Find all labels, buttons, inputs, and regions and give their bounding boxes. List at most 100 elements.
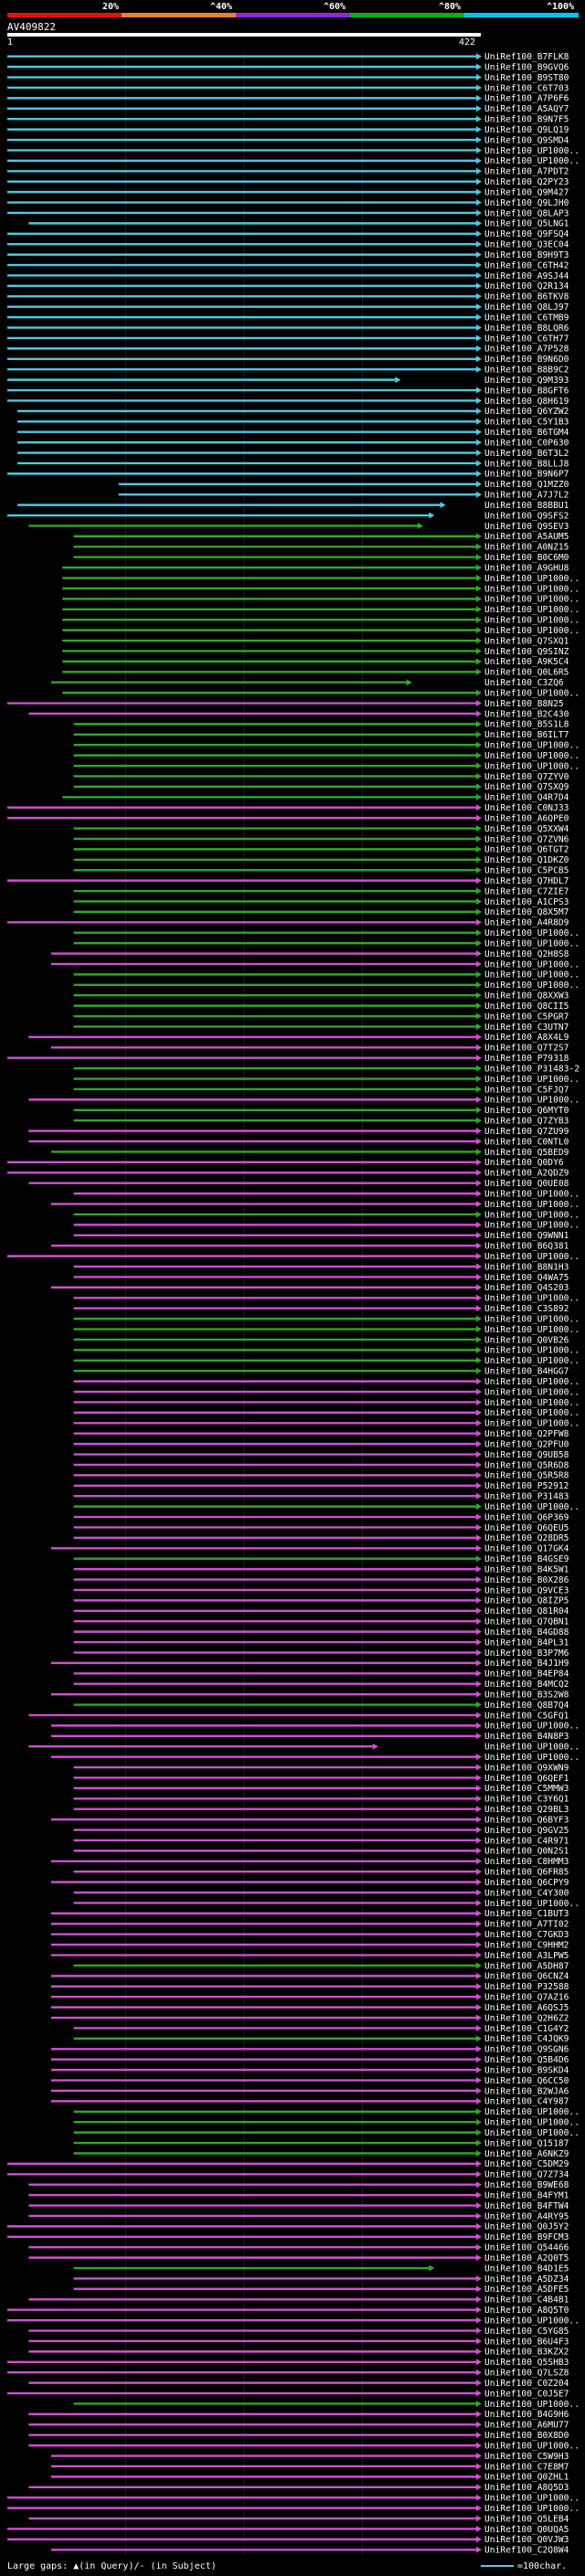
row-label[interactable]: UniRef100_Q9SMD4: [484, 135, 569, 145]
row-label[interactable]: UniRef100_Q9SGN6: [484, 2045, 569, 2055]
row-label[interactable]: UniRef100_C3ZQ6: [484, 678, 564, 688]
row-label[interactable]: UniRef100_UP1000..: [484, 1356, 580, 1366]
row-label[interactable]: UniRef100_UP1000..: [484, 1419, 580, 1429]
row-label[interactable]: UniRef100_Q9LQ19: [484, 125, 569, 135]
row-label[interactable]: UniRef100_Q9XWN9: [484, 1763, 569, 1773]
row-label[interactable]: UniRef100_B6Q381: [484, 1242, 569, 1252]
row-label[interactable]: UniRef100_Q7SXQ9: [484, 782, 569, 792]
row-label[interactable]: UniRef100_Q6CC50: [484, 2076, 569, 2086]
row-label[interactable]: UniRef100_C6T703: [484, 83, 569, 93]
row-label[interactable]: UniRef100_A4RY95: [484, 2211, 569, 2221]
row-label[interactable]: UniRef100_A7PDT2: [484, 167, 569, 177]
row-label[interactable]: UniRef100_Q8IZP5: [484, 1596, 569, 1606]
row-label[interactable]: UniRef100_P31483-2: [484, 1064, 580, 1074]
row-label[interactable]: UniRef100_A7P528: [484, 345, 569, 355]
row-label[interactable]: UniRef100_Q9M427: [484, 187, 569, 197]
row-label[interactable]: UniRef100_Q6TGT2: [484, 845, 569, 855]
row-label[interactable]: UniRef100_UP1000..: [484, 1346, 580, 1356]
row-label[interactable]: UniRef100_UP1000..: [484, 688, 580, 698]
row-label[interactable]: UniRef100_B4GSE9: [484, 1554, 569, 1564]
row-label[interactable]: UniRef100_C0Z204: [484, 2379, 569, 2389]
row-label[interactable]: UniRef100_B4N8P3: [484, 1732, 569, 1742]
row-label[interactable]: UniRef100_B6T3L2: [484, 449, 569, 459]
row-label[interactable]: UniRef100_P79318: [484, 1054, 569, 1064]
row-label[interactable]: UniRef100_B4GD88: [484, 1627, 569, 1638]
row-label[interactable]: UniRef100_UP1000..: [484, 595, 580, 605]
row-label[interactable]: UniRef100_Q9SEV3: [484, 522, 569, 532]
row-label[interactable]: UniRef100_Q5LNG1: [484, 219, 569, 229]
row-label[interactable]: UniRef100_Q4S203: [484, 1283, 569, 1293]
row-label[interactable]: UniRef100_UP1000..: [484, 1408, 580, 1418]
row-label[interactable]: UniRef100_A8Q5D3: [484, 2483, 569, 2493]
row-label[interactable]: UniRef100_C9HHM2: [484, 1940, 569, 1950]
row-label[interactable]: UniRef100_Q7ZU99: [484, 1127, 569, 1137]
row-label[interactable]: UniRef100_A0NZ15: [484, 543, 569, 553]
row-label[interactable]: UniRef100_UP1000..: [484, 970, 580, 981]
row-label[interactable]: UniRef100_B6TGM4: [484, 428, 569, 438]
row-label[interactable]: UniRef100_UP1000..: [484, 1377, 580, 1387]
row-label[interactable]: UniRef100_Q6CNZ4: [484, 1972, 569, 1982]
row-label[interactable]: UniRef100_UP1000..: [484, 1722, 580, 1732]
row-label[interactable]: UniRef100_B8BBU1: [484, 501, 569, 511]
row-label[interactable]: UniRef100_UP1000..: [484, 1743, 580, 1753]
row-label[interactable]: UniRef100_B9SKD4: [484, 2065, 569, 2075]
row-label[interactable]: UniRef100_UP1000..: [484, 2118, 580, 2128]
row-label[interactable]: UniRef100_Q9WNN1: [484, 1231, 569, 1241]
row-label[interactable]: UniRef100_Q7ZVN6: [484, 834, 569, 844]
row-label[interactable]: UniRef100_Q5R5R8: [484, 1471, 569, 1481]
row-label[interactable]: UniRef100_UP1000..: [484, 2128, 580, 2138]
row-label[interactable]: UniRef100_UP1000..: [484, 2441, 580, 2451]
row-label[interactable]: UniRef100_Q8LJ97: [484, 302, 569, 313]
row-label[interactable]: UniRef100_B4MCQ2: [484, 1680, 569, 1690]
row-label[interactable]: UniRef100_Q7ZYB3: [484, 1117, 569, 1127]
row-label[interactable]: UniRef100_C5FJQ7: [484, 1085, 569, 1095]
row-label[interactable]: UniRef100_UP1000..: [484, 626, 580, 636]
row-label[interactable]: UniRef100_Q9FSQ4: [484, 229, 569, 239]
row-label[interactable]: UniRef100_P52912: [484, 1481, 569, 1491]
row-label[interactable]: UniRef100_Q8XXW3: [484, 991, 569, 1002]
row-label[interactable]: UniRef100_B4K5W1: [484, 1564, 569, 1574]
row-label[interactable]: UniRef100_A2QDZ9: [484, 1169, 569, 1179]
row-label[interactable]: UniRef100_UP1000..: [484, 574, 580, 584]
row-label[interactable]: UniRef100_UP1000..: [484, 1294, 580, 1304]
row-label[interactable]: UniRef100_C6TMB9: [484, 313, 569, 323]
row-label[interactable]: UniRef100_Q9LJH0: [484, 198, 569, 208]
row-label[interactable]: UniRef100_A5AQY7: [484, 104, 569, 114]
row-label[interactable]: UniRef100_A6MU77: [484, 2421, 569, 2431]
row-label[interactable]: UniRef100_UP1000..: [484, 938, 580, 949]
row-label[interactable]: UniRef100_Q6MYT0: [484, 1106, 569, 1116]
row-label[interactable]: UniRef100_A5DH87: [484, 1961, 569, 1971]
row-label[interactable]: UniRef100_Q2H8S8: [484, 949, 569, 959]
row-label[interactable]: UniRef100_Q9UB58: [484, 1450, 569, 1460]
row-label[interactable]: UniRef100_Q2PY23: [484, 177, 569, 187]
row-label[interactable]: UniRef100_Q5B4D6: [484, 2055, 569, 2065]
row-label[interactable]: UniRef100_B9GVQ6: [484, 62, 569, 72]
row-label[interactable]: UniRef100_B4J1H9: [484, 1659, 569, 1669]
row-label[interactable]: UniRef100_Q8LAP3: [484, 208, 569, 218]
row-label[interactable]: UniRef100_P31483: [484, 1492, 569, 1502]
row-label[interactable]: UniRef100_A6QSJ5: [484, 2003, 569, 2013]
row-label[interactable]: UniRef100_UP1000..: [484, 1753, 580, 1763]
row-label[interactable]: UniRef100_UP1000..: [484, 751, 580, 761]
row-label[interactable]: UniRef100_A6NKZ9: [484, 2149, 569, 2159]
row-label[interactable]: UniRef100_A7P6F6: [484, 94, 569, 104]
row-label[interactable]: UniRef100_C4B4B1: [484, 2295, 569, 2306]
row-label[interactable]: UniRef100_Q0L6R5: [484, 668, 569, 678]
row-label[interactable]: UniRef100_C4Y300: [484, 1888, 569, 1898]
row-label[interactable]: UniRef100_B4FYM1: [484, 2190, 569, 2200]
row-label[interactable]: UniRef100_A2Q0T5: [484, 2253, 569, 2263]
row-label[interactable]: UniRef100_B0X286: [484, 1575, 569, 1585]
row-label[interactable]: UniRef100_B4FTW4: [484, 2201, 569, 2211]
row-label[interactable]: UniRef100_Q8B7Q4: [484, 1701, 569, 1711]
row-label[interactable]: UniRef100_C1G4Y2: [484, 2024, 569, 2034]
row-label[interactable]: UniRef100_Q9SINZ: [484, 647, 569, 657]
row-label[interactable]: UniRef100_B2C430: [484, 709, 569, 719]
row-label[interactable]: UniRef100_Q6QEU5: [484, 1523, 569, 1533]
row-label[interactable]: UniRef100_UP1000..: [484, 1252, 580, 1262]
row-label[interactable]: UniRef100_B8LQR6: [484, 323, 569, 334]
row-label[interactable]: UniRef100_UP1000..: [484, 156, 580, 166]
row-label[interactable]: UniRef100_C5PGR7: [484, 1012, 569, 1022]
row-label[interactable]: UniRef100_A6QPE0: [484, 813, 569, 823]
row-label[interactable]: UniRef100_UP1000..: [484, 1387, 580, 1397]
row-label[interactable]: UniRef100_A9SJ44: [484, 271, 569, 281]
